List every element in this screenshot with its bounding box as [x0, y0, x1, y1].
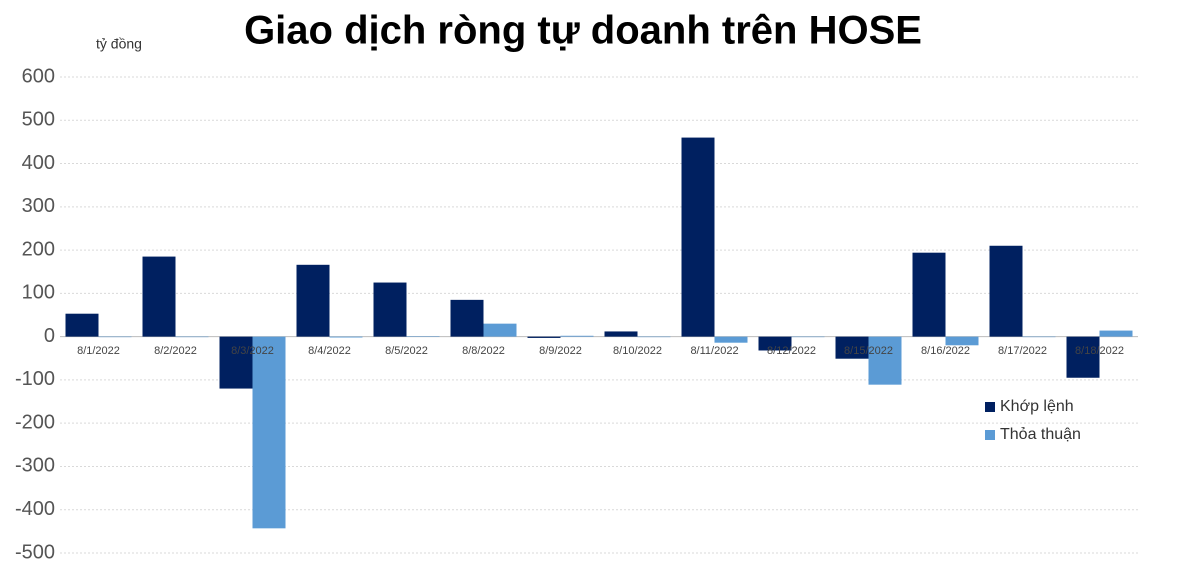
y-axis-label: tỷ đồng: [96, 36, 142, 52]
legend-swatch: [985, 402, 995, 412]
y-tick-label: -100: [15, 368, 55, 390]
bar: [450, 299, 484, 337]
bar: [835, 336, 869, 359]
bar: [1066, 336, 1100, 378]
x-tick-label: 8/9/2022: [539, 345, 582, 357]
y-tick-label: -200: [15, 411, 55, 433]
x-tick-label: 8/11/2022: [690, 345, 738, 357]
bar: [65, 313, 99, 337]
x-tick-label: 8/10/2022: [613, 345, 662, 357]
bar: [714, 336, 748, 343]
x-tick-label: 8/5/2022: [385, 345, 428, 357]
bar: [252, 336, 286, 529]
bar: [1099, 330, 1133, 337]
chart-title: Giao dịch ròng tự doanh trên HOSE: [244, 9, 922, 53]
bar: [868, 336, 902, 385]
x-tick-label: 8/4/2022: [308, 345, 351, 357]
x-tick-label: 8/18/2022: [1075, 345, 1124, 357]
bar: [296, 264, 330, 337]
bar: [175, 336, 209, 338]
y-tick-label: 600: [22, 65, 55, 87]
bar: [373, 282, 407, 337]
bar: [912, 252, 946, 337]
bar: [219, 336, 253, 389]
y-tick-label: -500: [15, 541, 55, 563]
bar: [945, 336, 979, 346]
y-tick-label: 300: [22, 195, 55, 217]
y-tick-label: 400: [22, 152, 55, 174]
y-tick-label: 500: [22, 109, 55, 131]
x-tick-label: 8/16/2022: [921, 345, 970, 357]
x-tick-label: 8/8/2022: [462, 345, 505, 357]
y-tick-label: 0: [44, 325, 55, 347]
x-tick-label: 8/3/2022: [231, 345, 274, 357]
bar: [406, 336, 440, 337]
bar: [758, 336, 792, 351]
y-tick-label: -300: [15, 455, 55, 477]
bar: [483, 323, 517, 337]
bar: [637, 336, 671, 338]
bar: [791, 336, 825, 338]
bar: [527, 336, 561, 338]
bar: [560, 335, 594, 337]
x-tick-label: 8/2/2022: [154, 345, 197, 357]
legend-label: Khớp lệnh: [1000, 398, 1074, 415]
x-tick-label: 8/12/2022: [767, 345, 816, 357]
y-tick-label: 200: [22, 238, 55, 260]
legend-swatch: [985, 430, 995, 440]
y-tick-label: -400: [15, 498, 55, 520]
bar: [681, 137, 715, 337]
x-tick-label: 8/1/2022: [77, 345, 120, 357]
bar: [98, 336, 132, 338]
bar: [1022, 336, 1056, 338]
legend-label: Thỏa thuận: [1000, 426, 1081, 443]
y-tick-label: 100: [22, 282, 55, 304]
bar: [989, 245, 1023, 337]
x-tick-label: 8/17/2022: [998, 345, 1047, 357]
bar: [329, 336, 363, 338]
x-tick-label: 8/15/2022: [844, 345, 893, 357]
bar: [604, 331, 638, 337]
bar: [142, 256, 176, 337]
